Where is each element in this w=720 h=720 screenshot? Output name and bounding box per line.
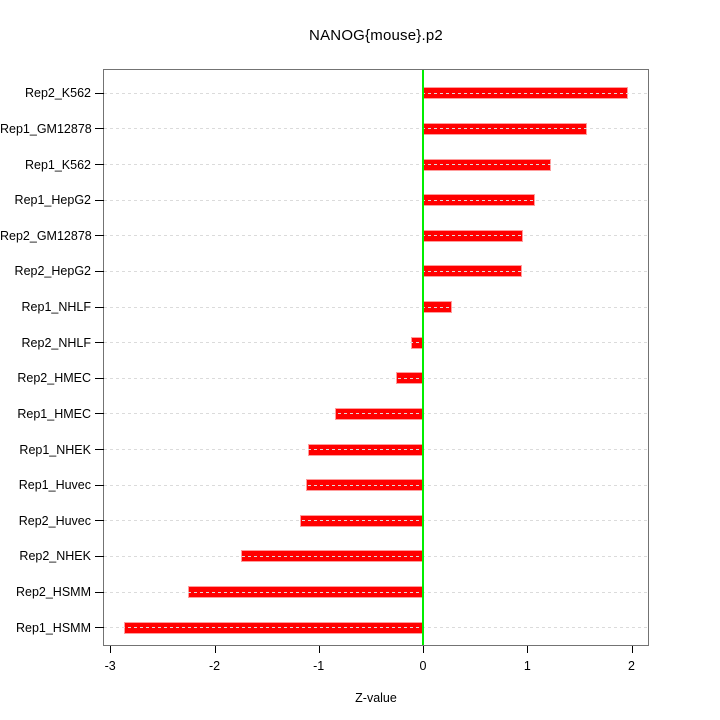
y-tick (95, 270, 104, 272)
x-tick (423, 646, 424, 653)
y-tick (95, 235, 104, 237)
y-tick (95, 413, 104, 415)
y-tick (95, 306, 104, 308)
y-axis-label: Rep2_Huvec (18, 513, 91, 528)
y-tick (95, 484, 104, 486)
bar (395, 372, 423, 385)
y-tick (95, 128, 104, 130)
bar (423, 158, 552, 171)
y-axis-label: Rep2_HSMM (15, 585, 91, 599)
bar (240, 550, 423, 563)
bar (306, 479, 423, 492)
gridline (104, 377, 648, 379)
bar (423, 229, 524, 242)
x-tick (214, 646, 216, 653)
y-axis-label: Rep1_Huvec (18, 478, 91, 493)
gridline (104, 270, 648, 272)
y-axis-label: Rep1_HSMM (15, 620, 91, 635)
bar (423, 87, 629, 100)
bar (308, 443, 423, 456)
x-tick (631, 646, 633, 653)
y-tick (95, 199, 104, 201)
y-axis-label: Rep2_NHEK (19, 549, 91, 564)
bar (423, 301, 453, 313)
x-tick (318, 646, 320, 653)
bar (335, 407, 423, 420)
y-axis-label: Rep2_HepG2 (14, 264, 91, 279)
bar (123, 621, 423, 634)
x-tick-label: 0 (419, 659, 427, 673)
y-tick (95, 627, 104, 629)
bar (423, 194, 535, 207)
bar (188, 586, 423, 598)
y-axis-label: Rep1_HMEC (17, 406, 91, 421)
y-tick (95, 591, 104, 593)
gridline (104, 306, 648, 308)
zero-line (422, 70, 424, 645)
bar (423, 265, 522, 278)
y-tick (95, 449, 104, 450)
y-tick (95, 92, 104, 94)
y-axis-label: Rep1_GM12878 (0, 121, 92, 136)
y-axis-label: Rep2_HMEC (17, 371, 91, 386)
y-tick (95, 555, 104, 557)
plot-area (103, 69, 649, 646)
y-tick (95, 377, 104, 379)
y-tick (95, 342, 104, 344)
y-axis-label: Rep2_GM12878 (0, 228, 92, 243)
y-axis-label: Rep1_NHLF (21, 300, 91, 314)
x-tick-label: 2 (628, 659, 635, 673)
x-axis-title: Z-value (355, 691, 397, 705)
x-tick (110, 646, 112, 653)
gridline (104, 164, 648, 165)
y-axis-label: Rep2_K562 (24, 86, 91, 101)
x-tick-label: -1 (313, 659, 325, 673)
bar (300, 514, 423, 527)
x-tick-label: 1 (523, 659, 531, 673)
gridline (104, 199, 648, 201)
chart-title: NANOG{mouse}.p2 (309, 27, 443, 44)
y-axis-label: Rep1_NHEK (19, 442, 91, 457)
y-tick (95, 164, 104, 165)
bar (423, 122, 587, 135)
x-tick-label: -3 (104, 659, 116, 673)
y-axis-label: Rep2_NHLF (21, 335, 91, 350)
gridline (104, 342, 648, 344)
x-tick-label: -2 (208, 659, 221, 673)
y-tick (95, 520, 104, 522)
x-tick (527, 646, 529, 653)
y-axis-label: Rep1_K562 (24, 157, 91, 172)
y-axis-label: Rep1_HepG2 (14, 193, 91, 208)
gridline (104, 235, 648, 237)
